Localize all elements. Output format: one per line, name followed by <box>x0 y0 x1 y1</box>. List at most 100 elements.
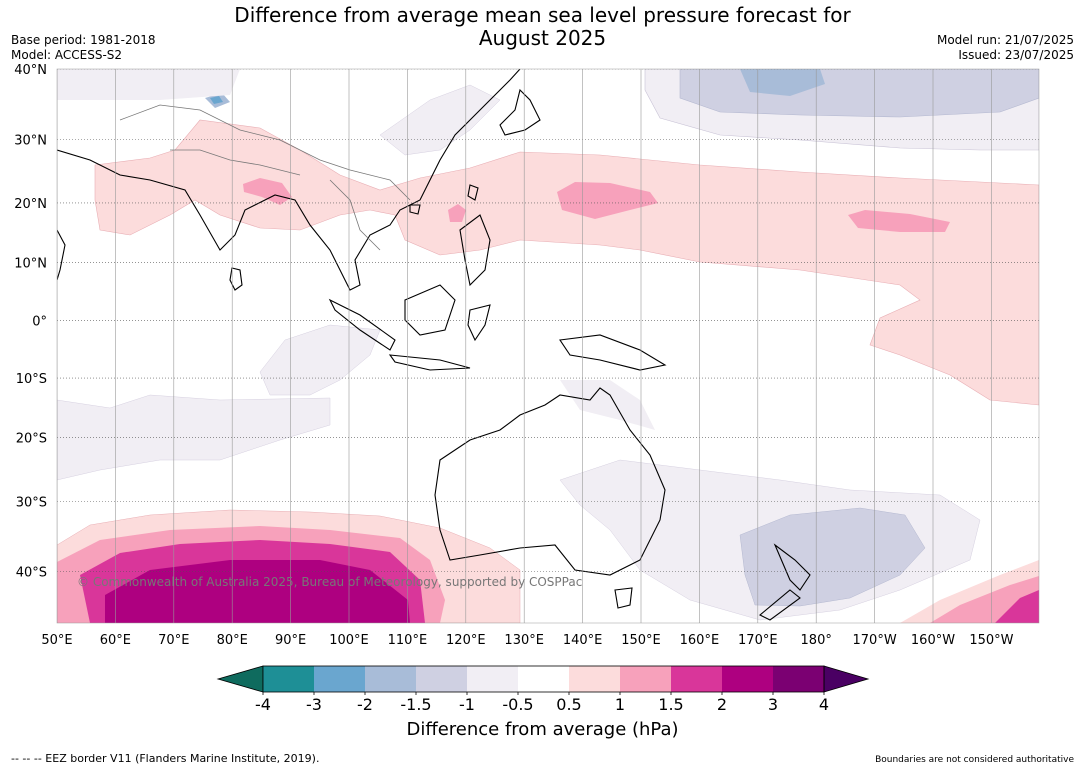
boundaries-note: Boundaries are not considered authoritat… <box>875 755 1074 765</box>
colorbar-segment <box>416 666 467 692</box>
anomaly-neg-indian-ocean <box>259 324 381 396</box>
latitude-label: 20°S <box>16 432 47 447</box>
anomaly-neg-south-indian <box>57 394 331 481</box>
coastline-sri-lanka <box>229 267 243 291</box>
colorbar-extend-high <box>823 665 870 693</box>
anomaly-neg15-north-pacific <box>679 69 1039 118</box>
coastline-tasmania <box>614 587 633 609</box>
latitude-label: 10°N <box>14 257 47 272</box>
coastline-asia-mainland <box>57 69 521 291</box>
colorbar-tick-label: 1.5 <box>658 695 684 714</box>
colorbar-tick-label: 4 <box>818 695 830 714</box>
colorbar-segment <box>314 666 365 692</box>
anomaly-neg-north-africa <box>57 69 240 100</box>
coastline-sulawesi <box>467 304 491 342</box>
coastline-new-guinea <box>559 334 667 371</box>
colorbar-tick-label: 2 <box>716 695 728 714</box>
eez-border-note: -- -- -- EEZ border V11 (Flanders Marine… <box>11 752 320 765</box>
longitude-label: 150°E <box>621 633 661 648</box>
border-south-asia <box>119 104 411 201</box>
colorbar-segment <box>365 666 416 692</box>
longitude-label: 90°E <box>275 633 306 648</box>
longitude-label: 180° <box>801 633 832 648</box>
anomaly-pos1-central-pacific <box>848 210 950 232</box>
longitude-label: 170°W <box>853 633 897 648</box>
issued-text: Issued: 23/07/2025 <box>958 48 1074 62</box>
anomaly-neg-coral-sea <box>560 380 655 430</box>
colorbar-tick-label: 1 <box>614 695 626 714</box>
longitude-label: 140°E <box>563 633 603 648</box>
longitude-label: 150°W <box>969 633 1013 648</box>
colorbar-segment <box>569 666 620 692</box>
anomaly-pos2-south-indian <box>105 560 410 623</box>
model-text: Model: ACCESS-S2 <box>11 48 123 62</box>
longitude-label: 60°E <box>100 633 131 648</box>
longitude-label: 110°E <box>388 633 428 648</box>
anomaly-pos1-bay-of-bengal <box>243 178 292 205</box>
coastlines <box>57 69 811 621</box>
copyright-text: © Commonwealth of Australia 2025, Bureau… <box>77 575 582 589</box>
coastline-java <box>388 354 471 371</box>
latitude-label: 0° <box>32 314 47 329</box>
colorbar-frame <box>262 665 825 693</box>
anomaly-neg2-north-pacific <box>740 69 825 96</box>
colorbar-tick-label: 0.5 <box>556 695 582 714</box>
map-frame <box>56 68 1040 624</box>
colorbar-segment <box>671 666 722 692</box>
colorbar-label: Difference from average (hPa) <box>406 719 679 740</box>
border-southeast-asia <box>329 179 381 251</box>
colorbar-segment <box>620 666 671 692</box>
anomaly-pos1-west-pacific <box>557 182 658 219</box>
colorbar <box>216 665 870 695</box>
coastline-sumatra <box>328 298 396 351</box>
colorbar-segment <box>518 666 569 692</box>
longitude-label: 100°E <box>329 633 369 648</box>
coastline-australia <box>434 387 666 576</box>
graticule <box>57 69 1039 623</box>
coastline-philippines <box>459 214 491 287</box>
coastline-taiwan <box>467 184 479 201</box>
colorbar-segment <box>467 666 518 692</box>
anomaly-pos15-southeast-pacific <box>995 590 1039 623</box>
longitude-label: 120°E <box>446 633 486 648</box>
colorbar-tick-label: -3 <box>306 695 322 714</box>
latitude-labels: 40°N 30°N 20°N 10°N 0° 10°S 20°S 30°S 40°S <box>14 63 47 581</box>
coastline-new-zealand-south <box>759 589 801 621</box>
longitude-label: 130°E <box>504 633 544 648</box>
anomaly-pos1-south-china-sea <box>448 204 466 222</box>
anomaly-neg3-himalaya <box>210 96 223 104</box>
latitude-label: 30°S <box>16 495 47 510</box>
map-area: © Commonwealth of Australia 2025, Bureau… <box>57 69 1039 623</box>
longitude-labels: 50°E 60°E 70°E 80°E 90°E 100°E 110°E 120°E 130°E… <box>41 633 1013 648</box>
longitude-label: 160°W <box>911 633 955 648</box>
coastline-hainan <box>409 204 421 215</box>
coastline-borneo <box>404 284 456 336</box>
anomaly-pos-north-band <box>94 119 1039 406</box>
colorbar-tick-label: -2 <box>357 695 373 714</box>
colorbar-segment <box>722 666 773 692</box>
colorbar-tick-label: -4 <box>255 695 271 714</box>
anomaly-neg-east-asia <box>379 84 501 156</box>
colorbar-extend-low <box>216 665 264 693</box>
meta-right: Model run: 21/07/2025 Issued: 23/07/2025 <box>937 33 1074 63</box>
longitude-label: 70°E <box>158 633 189 648</box>
map-title: Difference from average mean sea level p… <box>234 3 851 50</box>
colorbar-segment <box>263 666 314 692</box>
longitude-label: 80°E <box>217 633 248 648</box>
country-borders <box>119 104 411 251</box>
coastline-japan <box>499 88 541 136</box>
colorbar-segment <box>773 666 824 692</box>
latitude-label: 20°N <box>14 197 47 212</box>
colorbar-tick-label: 3 <box>767 695 779 714</box>
latitude-label: 10°S <box>16 372 47 387</box>
border-india <box>170 149 301 176</box>
coastline-new-zealand-north <box>773 543 811 591</box>
longitude-label: 170°E <box>738 633 778 648</box>
longitude-label: 160°E <box>680 633 720 648</box>
colorbar-tick-label: -1.5 <box>400 695 432 714</box>
latitude-label: 40°S <box>16 566 47 581</box>
colorbar-tick-label: -0.5 <box>502 695 534 714</box>
anomaly-neg15-new-zealand <box>739 507 926 607</box>
base-period-text: Base period: 1981-2018 <box>11 33 156 47</box>
